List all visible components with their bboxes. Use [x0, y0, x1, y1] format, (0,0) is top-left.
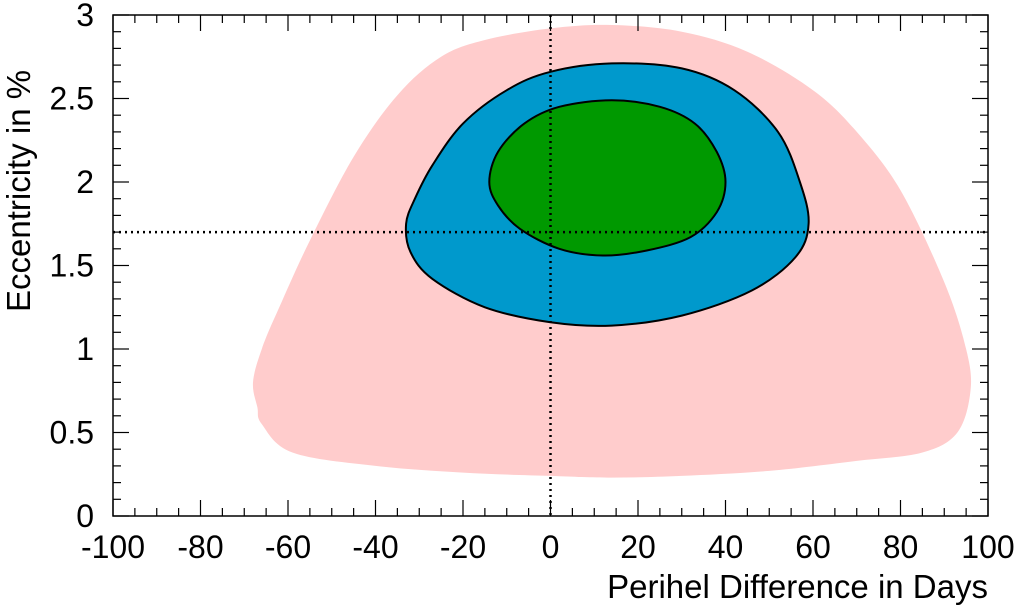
y-tick-label: 2.5 — [50, 81, 94, 117]
y-tick-label: 0.5 — [50, 415, 94, 451]
reference-lines — [113, 15, 988, 516]
axis-ticks — [112, 14, 989, 517]
x-tick-label: -100 — [81, 529, 145, 565]
y-tick-label: 0 — [76, 498, 94, 534]
x-tick-label: 0 — [542, 529, 560, 565]
x-tick-label: -60 — [265, 529, 311, 565]
x-tick-label: -20 — [440, 529, 486, 565]
x-tick-label: 80 — [883, 529, 919, 565]
x-axis-title: Perihel Difference in Days — [607, 568, 988, 605]
y-tick-label: 1 — [76, 331, 94, 367]
inner-region — [488, 99, 727, 257]
x-tick-label: 60 — [795, 529, 831, 565]
confidence-regions — [252, 24, 972, 478]
y-tick-label: 3 — [76, 0, 94, 33]
y-tick-label: 2 — [76, 164, 94, 200]
x-tick-label: -80 — [177, 529, 223, 565]
y-axis-title: Eccentricity in % — [0, 70, 37, 312]
y-tick-label: 1.5 — [50, 248, 94, 284]
x-tick-label: -40 — [352, 529, 398, 565]
x-tick-label: 40 — [708, 529, 744, 565]
x-tick-label: 20 — [620, 529, 656, 565]
tick-labels: -100 -80 -60 -40 -20 0 20 40 60 80 100 0 0.5 1 1.5 2 2.5… — [50, 0, 1015, 565]
x-tick-label: 100 — [961, 529, 1014, 565]
